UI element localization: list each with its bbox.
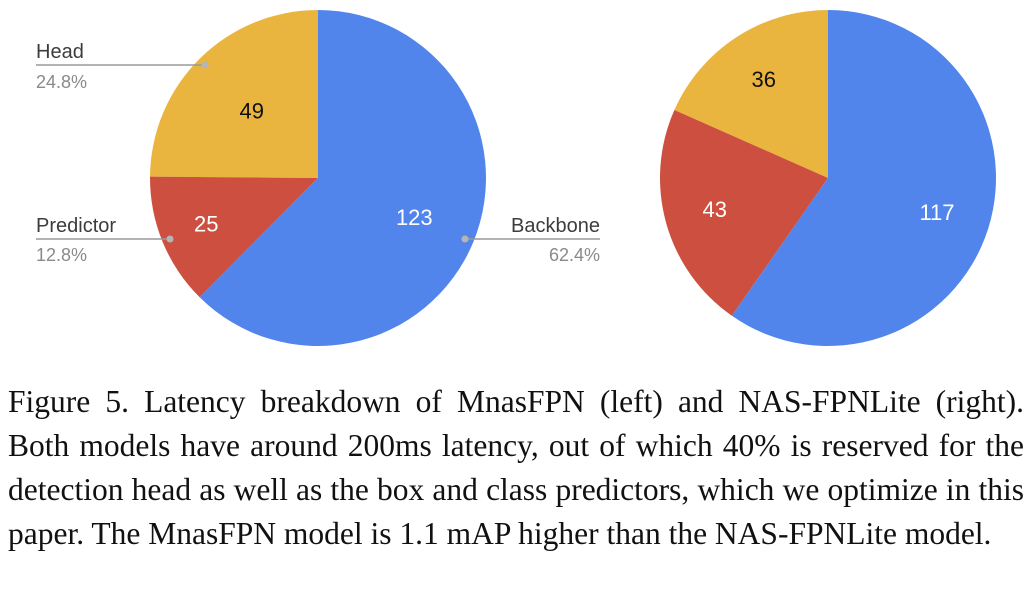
right-pie-label-predictor: 43 (702, 197, 726, 222)
legend-dot-backbone (461, 235, 469, 243)
legend-dot-predictor (166, 235, 174, 243)
left-pie-slice-predictor (150, 176, 318, 298)
left-pie-label-backbone: 123 (396, 205, 433, 230)
right-pie-label-head: 36 (752, 67, 776, 92)
left-pie-slice-head (150, 10, 318, 178)
legend-dot-head (201, 61, 209, 69)
pie-charts: 49 25 123 36 43 117 Head 24.8% Predictor 12.8% B… (36, 10, 996, 346)
right-pie-slice-predictor (660, 110, 828, 316)
right-pie-slice-head (674, 10, 828, 178)
figure-caption: Figure 5. Latency breakdown of MnasFPN (… (8, 384, 1024, 551)
left-pie-slice-backbone (199, 10, 486, 346)
left-pie-label-predictor: 25 (194, 212, 218, 237)
legend-percent-backbone: 62.4% (549, 245, 600, 265)
legend-name-backbone: Backbone (511, 215, 600, 237)
pie-chart-mnasfpn: 49 25 123 (150, 10, 486, 346)
left-pie-label-head: 49 (239, 99, 263, 124)
legend-percent-predictor: 12.8% (36, 245, 87, 265)
pie-chart-nas-fpnlite: 36 43 117 (660, 10, 996, 346)
legend-name-head: Head (36, 41, 84, 63)
legend-percent-head: 24.8% (36, 72, 87, 92)
right-pie-label-backbone: 117 (919, 200, 954, 225)
right-pie-slice-backbone (731, 10, 996, 346)
pie-legend-mnasfpn: Head 24.8% Predictor 12.8% Backbone 62.4% (36, 41, 600, 265)
legend-name-predictor: Predictor (36, 215, 116, 237)
